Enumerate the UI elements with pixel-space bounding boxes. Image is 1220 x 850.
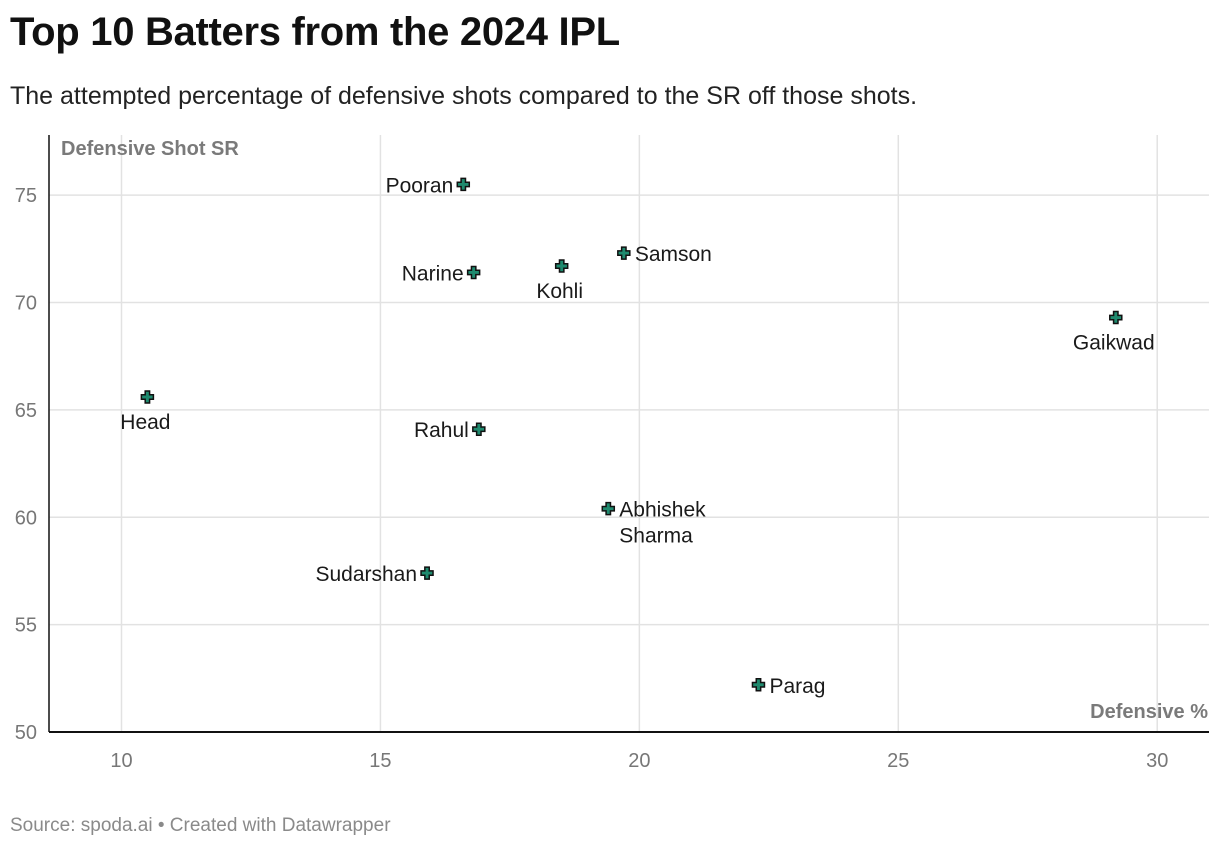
data-point-marker [617,246,631,260]
y-tick-label: 50 [15,722,37,744]
data-point-label: Samson [635,243,712,266]
y-tick-label: 75 [15,185,37,207]
grid-lines [49,135,1209,732]
data-point-marker [1109,310,1123,325]
source-note: Source: spoda.ai • Created with Datawrap… [10,815,391,836]
y-tick-label: 60 [15,507,37,529]
data-point-marker [140,390,155,404]
data-point-label: Head [120,411,170,434]
x-tick-label: 15 [369,750,391,772]
data-point-label-line: Sharma [619,525,693,548]
x-tick-label: 25 [887,750,909,772]
data-point-label-line: Head [120,411,170,434]
data-point-label-line: Abhishek [619,499,706,522]
data-point-marker [601,501,616,516]
y-axis-title: Defensive Shot SR [61,138,239,160]
data-point-label-line: Gaikwad [1073,332,1155,355]
data-points: Pooran Narine Kohli Samson Gaikwad Head Rahul A… [120,174,1154,697]
data-point-label-line: Parag [769,675,825,698]
data-point-label-line: Pooran [386,174,454,197]
axis-ticks: 10 15 20 25 30 50 55 60 65 70 75 [15,185,1169,772]
data-point-marker [420,566,434,580]
data-point-marker [472,422,486,436]
data-point-label-line: Samson [635,243,712,266]
data-point-marker [751,678,766,692]
data-point-marker [466,265,481,280]
y-tick-label: 70 [15,293,37,315]
data-point-label: Gaikwad [1073,332,1155,355]
data-point-label: Abhishek Sharma [619,499,706,548]
y-tick-label: 65 [15,400,37,422]
data-point-label: Rahul [414,419,469,442]
data-point-label-line: Kohli [536,280,583,303]
data-point-label: Sudarshan [315,563,417,586]
data-point-marker [554,259,569,273]
scatter-plot: 10 15 20 25 30 50 55 60 65 70 75 Defensive Shot SR… [15,135,1209,772]
data-point-label-line: Sudarshan [315,563,417,586]
data-point-label-line: Narine [402,262,464,285]
x-tick-label: 30 [1146,750,1168,772]
data-point-label: Kohli [536,280,583,303]
data-point-label: Narine [402,262,464,285]
data-point-marker [456,177,471,192]
chart-title: Top 10 Batters from the 2024 IPL [10,10,620,54]
x-axis-title: Defensive % [1090,701,1208,723]
chart-subtitle: The attempted percentage of defensive sh… [10,82,918,110]
y-tick-label: 55 [15,615,37,637]
data-point-label-line: Rahul [414,419,469,442]
data-point-label: Pooran [386,174,454,197]
axes [48,135,1209,733]
data-point-label: Parag [769,675,825,698]
x-tick-label: 20 [628,750,650,772]
x-tick-label: 10 [110,750,132,772]
